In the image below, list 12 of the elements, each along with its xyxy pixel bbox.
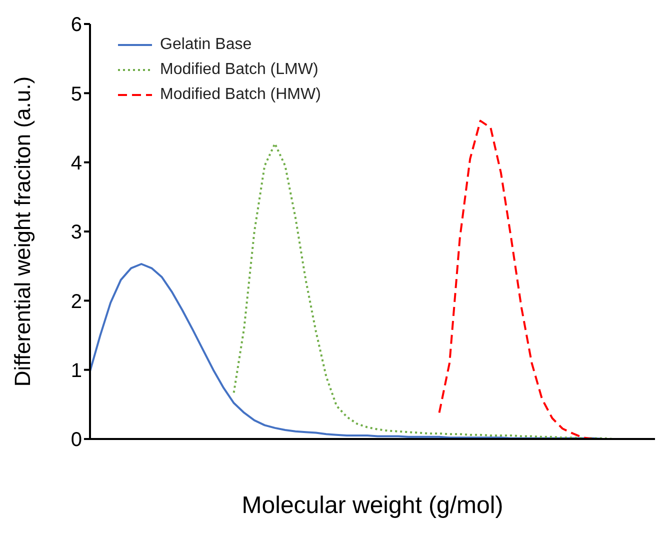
x-axis-title: Molecular weight (g/mol) <box>242 492 504 519</box>
y-tick-label: 5 <box>70 83 82 106</box>
y-tick-label: 2 <box>70 290 82 313</box>
y-axis-title: Differential weight fraciton (a.u.) <box>10 76 35 387</box>
y-tick-label: 6 <box>70 14 82 36</box>
legend-label: Modified Batch (HMW) <box>160 86 321 104</box>
y-tick-label: 3 <box>70 222 82 244</box>
y-tick-label: 0 <box>70 429 82 452</box>
y-tick-label: 1 <box>70 360 82 382</box>
legend-label: Modified Batch (LMW) <box>160 60 318 78</box>
legend-label: Gelatin Base <box>160 36 252 54</box>
y-tick-label: 4 <box>70 152 82 174</box>
